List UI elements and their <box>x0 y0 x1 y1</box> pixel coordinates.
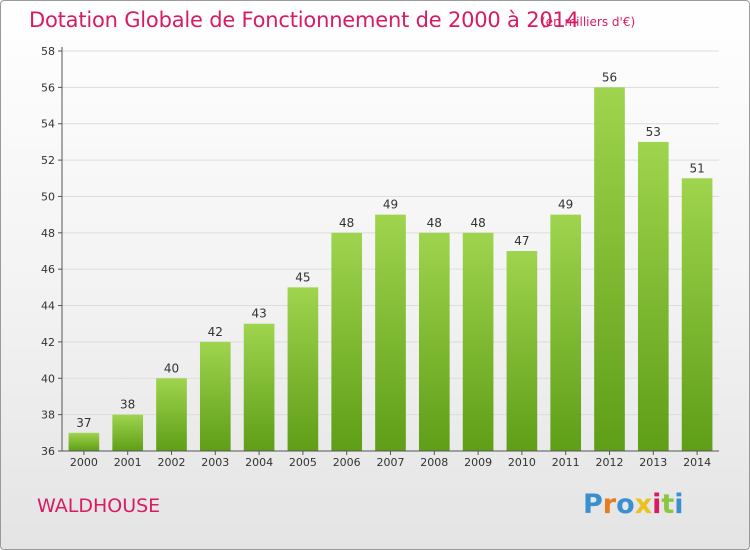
x-tick-label: 2002 <box>158 456 186 469</box>
commune-name: WALDHOUSE <box>37 495 161 517</box>
bar <box>462 232 494 451</box>
y-tick-label: 36 <box>41 445 55 458</box>
x-tick-label: 2005 <box>289 456 317 469</box>
x-tick-label: 2008 <box>420 456 448 469</box>
y-tick-label: 58 <box>41 45 55 58</box>
bar-value-label: 48 <box>339 216 354 230</box>
bar-value-label: 37 <box>76 416 91 430</box>
bar-value-label: 56 <box>602 70 617 84</box>
x-tick-label: 2000 <box>70 456 98 469</box>
x-tick-label: 2011 <box>552 456 580 469</box>
bar <box>68 432 100 451</box>
bar-value-label: 49 <box>383 198 398 212</box>
y-tick-label: 56 <box>41 81 55 94</box>
bar <box>156 378 187 451</box>
logo-letter: x <box>634 489 653 520</box>
bar-value-label: 40 <box>164 361 179 375</box>
proxiti-logo[interactable]: Proxiti <box>583 489 684 520</box>
bar-value-label: 49 <box>558 198 573 212</box>
y-tick-label: 38 <box>41 409 55 422</box>
bar-value-label: 48 <box>470 216 485 230</box>
y-tick-label: 46 <box>41 263 55 276</box>
y-tick-label: 44 <box>41 300 55 313</box>
y-tick-label: 52 <box>41 154 55 167</box>
logo-letter: t <box>661 489 675 520</box>
y-tick-label: 42 <box>41 336 55 349</box>
bar <box>243 323 275 451</box>
bar-value-label: 51 <box>689 161 704 175</box>
y-tick-label: 50 <box>41 190 55 203</box>
x-tick-label: 2004 <box>245 456 273 469</box>
bar <box>199 341 231 451</box>
bar <box>594 87 625 451</box>
x-tick-label: 2014 <box>683 456 711 469</box>
x-tick-label: 2001 <box>114 456 142 469</box>
x-tick-label: 2009 <box>464 456 492 469</box>
bar-value-label: 48 <box>427 216 442 230</box>
logo-letter: i <box>674 489 684 520</box>
logo-letter: r <box>602 489 617 520</box>
chart-unit: (en milliers d'€) <box>541 15 636 29</box>
bar <box>681 178 713 452</box>
logo-letter: P <box>583 489 603 520</box>
x-tick-label: 2013 <box>639 456 667 469</box>
bar-value-label: 45 <box>295 270 310 284</box>
chart-title: Dotation Globale de Fonctionnement de 20… <box>29 8 579 32</box>
logo-letter: o <box>616 489 635 520</box>
logo-letter: i <box>652 489 662 520</box>
y-tick-label: 54 <box>41 118 55 131</box>
y-tick-label: 48 <box>41 227 55 240</box>
x-tick-label: 2007 <box>377 456 405 469</box>
bar <box>331 232 363 451</box>
bars: 37 38 40 42 43 45 48 49 48 48 47 49 56 53 51 <box>68 70 713 452</box>
bar-value-label: 43 <box>251 307 266 321</box>
bar-value-label: 42 <box>208 325 223 339</box>
bar <box>550 214 582 451</box>
bar-value-label: 53 <box>646 125 661 139</box>
bar-value-label: 47 <box>514 234 529 248</box>
x-tick-label: 2010 <box>508 456 536 469</box>
bar <box>506 251 538 451</box>
bar <box>375 214 406 451</box>
x-tick-label: 2012 <box>596 456 624 469</box>
axes: 36 38 40 42 44 46 48 50 52 54 56 58 2000 2001 2002 2003… <box>41 45 719 469</box>
x-tick-label: 2003 <box>201 456 229 469</box>
bar-value-label: 38 <box>120 398 135 412</box>
x-tick-label: 2006 <box>333 456 361 469</box>
bar <box>287 287 319 451</box>
bar <box>418 232 450 451</box>
bar <box>112 414 144 451</box>
y-tick-label: 40 <box>41 372 55 385</box>
bar <box>637 141 669 451</box>
